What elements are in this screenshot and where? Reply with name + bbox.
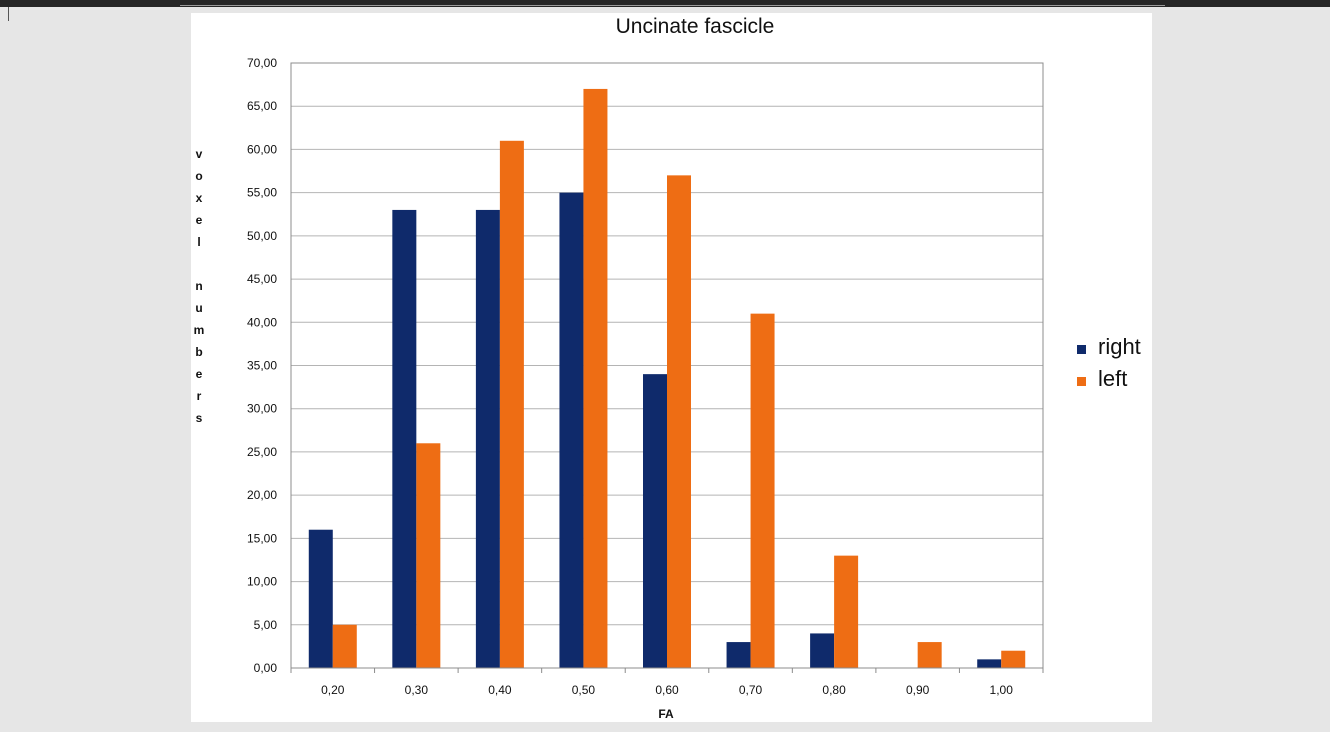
- y-axis-label-char: l: [197, 235, 200, 249]
- x-tick-label: 0,40: [488, 683, 512, 697]
- bar-left: [416, 443, 441, 668]
- y-tick-label: 40,00: [247, 315, 277, 329]
- y-axis-label-char: r: [197, 389, 202, 403]
- y-axis-label-char: u: [195, 301, 202, 315]
- bar-right: [643, 374, 667, 668]
- y-axis-label-char: b: [195, 345, 202, 359]
- y-tick-label: 55,00: [247, 186, 277, 200]
- bar-left: [917, 642, 942, 668]
- window-top-bar: [0, 0, 1330, 7]
- y-axis-label-char: e: [196, 367, 203, 381]
- bar-right: [726, 642, 751, 668]
- y-axis-label-char: s: [196, 411, 203, 425]
- y-tick-label: 30,00: [247, 402, 277, 416]
- y-tick-label: 25,00: [247, 445, 277, 459]
- y-axis-label-char: m: [194, 323, 205, 337]
- bar-left: [332, 624, 357, 668]
- top-divider: [180, 5, 1165, 6]
- x-tick-label: 0,50: [572, 683, 596, 697]
- x-tick-label: 0,70: [739, 683, 763, 697]
- bar-left: [667, 175, 691, 668]
- y-tick-label: 5,00: [254, 618, 278, 632]
- plot-frame: [290, 62, 1044, 669]
- x-tick-label: 1,00: [990, 683, 1014, 697]
- x-axis-ticks: 0,20 0,30 0,40 0,50 0,60 0,70 0,80 0,90 1,00: [290, 668, 1044, 697]
- y-axis-ticks: 0,00 5,00 10,00 15,00 20,00 25,00 30,00 35,00 40…: [247, 56, 277, 675]
- y-axis-label-char: x: [196, 191, 203, 205]
- y-axis-label-char: e: [196, 213, 203, 227]
- bar-left: [583, 88, 608, 668]
- legend-swatch-right: [1077, 345, 1086, 354]
- y-tick-label: 0,00: [254, 661, 278, 675]
- bar-right: [977, 659, 1002, 668]
- y-tick-label: 50,00: [247, 229, 277, 243]
- x-tick-label: 0,90: [906, 683, 930, 697]
- y-tick-label: 15,00: [247, 531, 277, 545]
- bar-right: [559, 192, 584, 668]
- y-tick-label: 65,00: [247, 99, 277, 113]
- x-tick-label: 0,20: [321, 683, 345, 697]
- bar-right: [810, 633, 835, 668]
- left-divider: [8, 7, 9, 21]
- x-tick-label: 0,60: [655, 683, 679, 697]
- chart-title: Uncinate fascicle: [616, 15, 775, 38]
- legend-label-left: left: [1098, 366, 1127, 391]
- bar-right: [475, 209, 500, 668]
- legend: right left: [1077, 334, 1141, 391]
- y-axis-label-char: n: [195, 279, 202, 293]
- y-tick-label: 20,00: [247, 488, 277, 502]
- bar-left: [834, 555, 859, 668]
- bar-left: [1001, 650, 1026, 668]
- y-tick-label: 70,00: [247, 56, 277, 70]
- x-tick-label: 0,80: [822, 683, 846, 697]
- bar-right: [392, 209, 417, 668]
- x-tick-label: 0,30: [405, 683, 429, 697]
- y-tick-label: 10,00: [247, 575, 277, 589]
- y-axis-label-char: v: [196, 147, 203, 161]
- y-axis-label-char: o: [195, 169, 202, 183]
- bar-left: [499, 140, 524, 669]
- bar-left: [750, 313, 775, 668]
- legend-label-right: right: [1098, 334, 1141, 359]
- y-tick-label: 35,00: [247, 359, 277, 373]
- y-tick-label: 45,00: [247, 272, 277, 286]
- x-axis-label: FA: [658, 707, 674, 721]
- y-tick-label: 60,00: [247, 142, 277, 156]
- legend-swatch-left: [1077, 377, 1086, 386]
- bar-right: [308, 529, 333, 668]
- bars: [308, 88, 1026, 669]
